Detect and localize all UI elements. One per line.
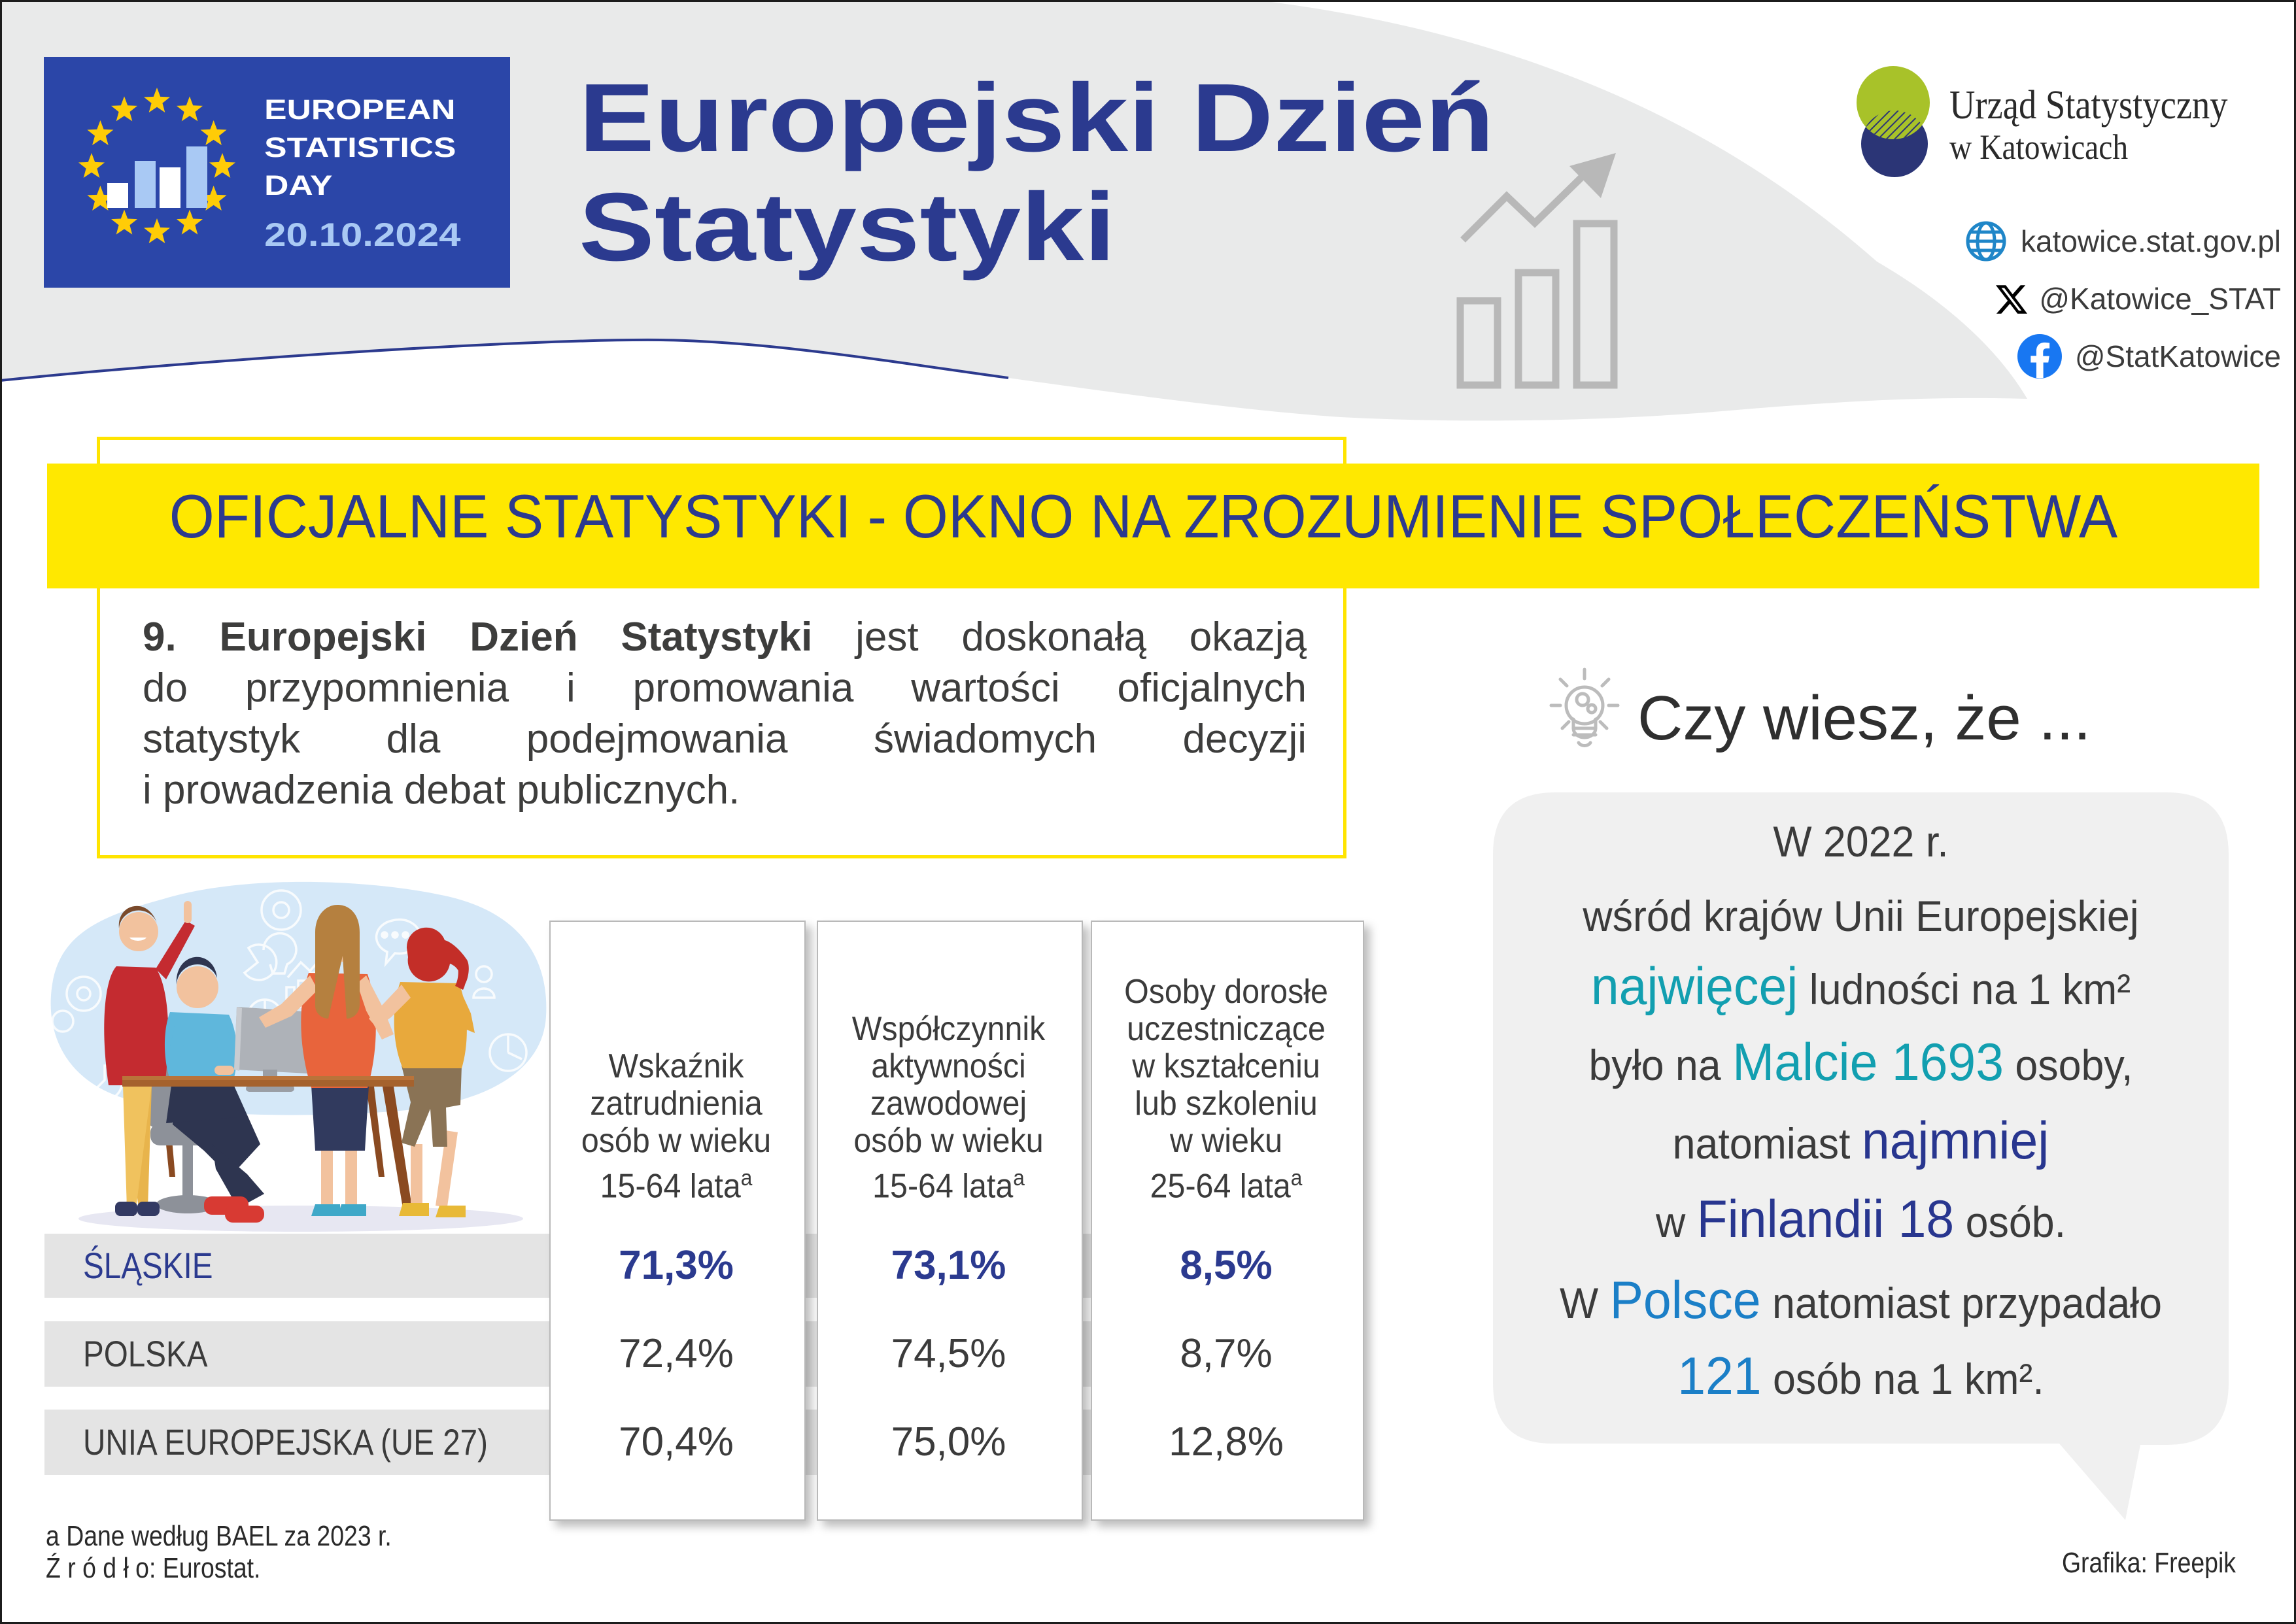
svg-text:w Katowicach: w Katowicach: [1949, 128, 2128, 167]
svg-text:DAY: DAY: [264, 170, 332, 201]
svg-text:20.10.2024: 20.10.2024: [264, 216, 461, 253]
svg-text:Urząd Statystyczny: Urząd Statystyczny: [1949, 82, 2228, 127]
svg-text:EUROPEAN: EUROPEAN: [264, 94, 455, 126]
svg-text:STATISTICS: STATISTICS: [264, 132, 456, 163]
